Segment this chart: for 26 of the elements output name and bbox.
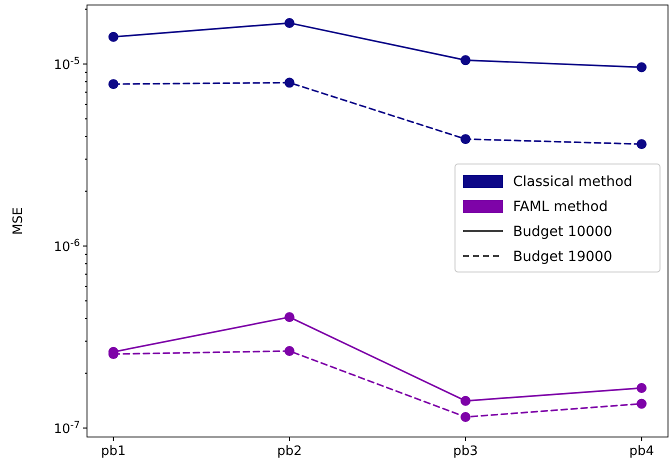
legend-label: Classical method — [513, 174, 632, 190]
legend-label: FAML method — [513, 199, 608, 215]
point — [636, 382, 647, 393]
y-tick-label: 10$^{-7}$ — [54, 420, 80, 438]
point — [636, 62, 647, 72]
y-axis-title: MSE — [11, 207, 26, 235]
legend-label: Budget 19000 — [513, 249, 612, 265]
point — [108, 79, 118, 90]
point — [284, 78, 294, 88]
point — [284, 312, 294, 322]
point — [460, 396, 471, 406]
point — [460, 55, 471, 66]
point — [636, 398, 647, 409]
x-tick-label: pb4 — [629, 444, 654, 459]
point — [108, 32, 118, 42]
x-tick-label: pb1 — [101, 444, 126, 459]
x-tick-label: pb2 — [277, 444, 302, 459]
x-tick-label: pb3 — [453, 444, 478, 459]
point — [284, 18, 294, 28]
point — [460, 412, 471, 422]
point — [460, 134, 471, 144]
y-tick-label: 10$^{-5}$ — [54, 56, 80, 74]
y-tick-label: 10$^{-6}$ — [54, 238, 80, 256]
point — [284, 346, 294, 356]
point — [636, 139, 647, 150]
legend-label: Budget 10000 — [513, 224, 612, 240]
